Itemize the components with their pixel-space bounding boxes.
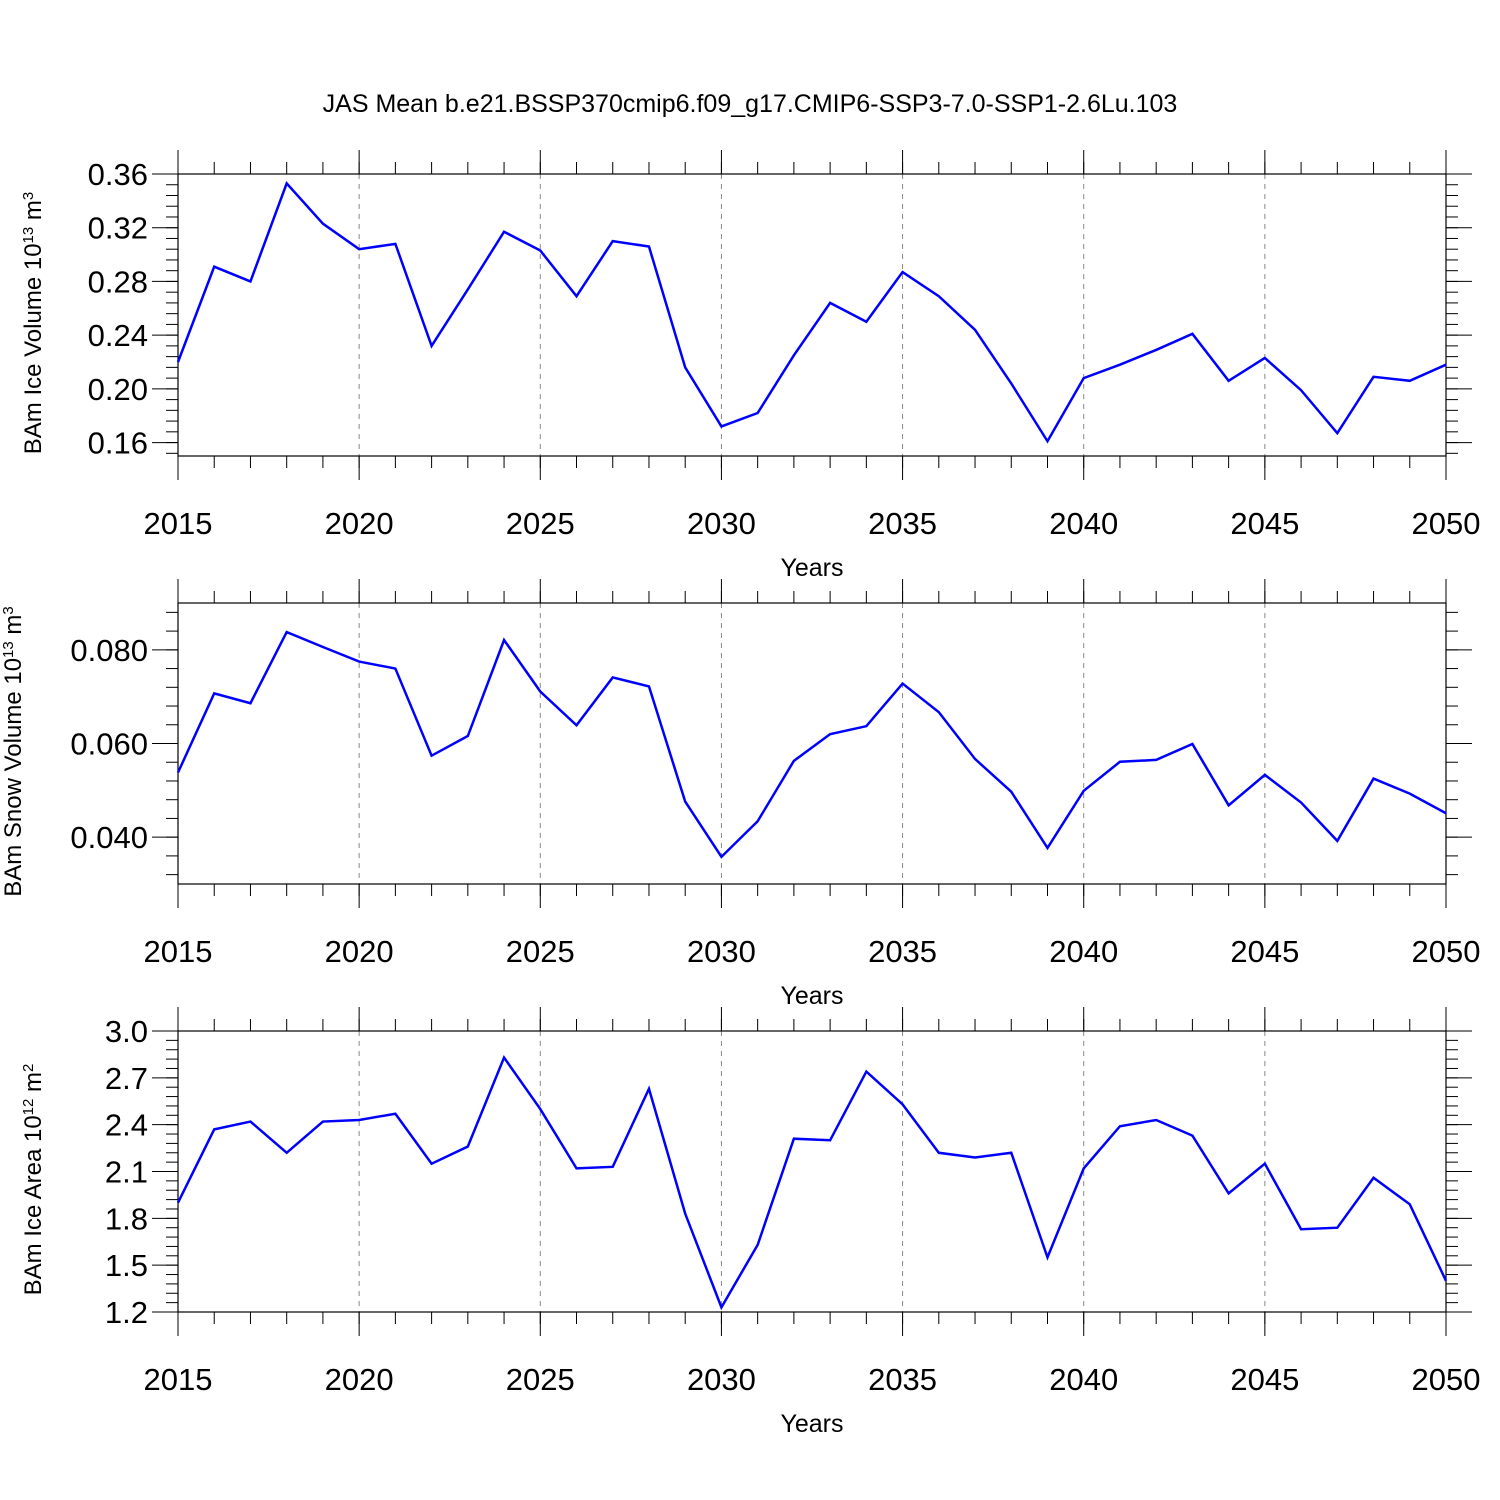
y-axis-label-part: 12 xyxy=(20,1099,37,1116)
y-tick-label: 1.5 xyxy=(105,1248,148,1283)
y-axis-label-part: 3 xyxy=(20,192,37,200)
y-axis-label-part: m xyxy=(20,200,47,227)
x-tick-label: 2015 xyxy=(144,1362,213,1397)
y-tick-label: 0.080 xyxy=(70,633,148,668)
y-tick-label: 0.20 xyxy=(88,372,148,407)
x-tick-label: 2050 xyxy=(1412,934,1481,969)
x-tick-label: 2025 xyxy=(506,934,575,969)
y-tick-label: 1.8 xyxy=(105,1201,148,1236)
x-tick-label: 2025 xyxy=(506,506,575,541)
y-axis-label-part: BAm Ice Volume 10 xyxy=(20,243,47,454)
x-tick-label: 2040 xyxy=(1049,934,1118,969)
x-tick-label: 2050 xyxy=(1412,506,1481,541)
y-axis-label: BAm Snow Volume 1013 m3 xyxy=(0,606,27,897)
x-tick-label: 2045 xyxy=(1230,506,1299,541)
y-tick-label: 0.36 xyxy=(88,157,148,192)
y-axis-label-part: 13 xyxy=(20,227,37,244)
y-axis-label-part: m xyxy=(0,615,27,642)
x-tick-label: 2025 xyxy=(506,1362,575,1397)
data-line xyxy=(176,1054,1448,1311)
x-tick-label: 2015 xyxy=(144,934,213,969)
x-tick-label: 2020 xyxy=(325,506,394,541)
y-tick-label: 2.7 xyxy=(105,1061,148,1096)
y-tick-label: 0.32 xyxy=(88,211,148,246)
data-line xyxy=(176,630,1447,859)
y-tick-label: 0.28 xyxy=(88,264,148,299)
y-axis-label: BAm Ice Volume 1013 m3 xyxy=(20,192,48,454)
x-axis-label: Years xyxy=(780,554,843,582)
x-tick-label: 2040 xyxy=(1049,506,1118,541)
y-axis-label-part: BAm Ice Area 10 xyxy=(20,1115,47,1295)
y-tick-label: 3.0 xyxy=(105,1014,148,1049)
plot-frame xyxy=(177,602,1447,885)
x-tick-label: 2045 xyxy=(1230,1362,1299,1397)
x-axis-label: Years xyxy=(780,1410,843,1438)
x-tick-label: 2040 xyxy=(1049,1362,1118,1397)
x-tick-label: 2035 xyxy=(868,1362,937,1397)
y-tick-label: 1.2 xyxy=(105,1295,148,1330)
x-axis-label: Years xyxy=(780,982,843,1010)
y-axis-label: BAm Ice Area 1012 m2 xyxy=(20,1064,48,1296)
y-tick-label: 0.060 xyxy=(70,727,148,762)
data-line xyxy=(176,181,1447,444)
y-axis-label-part: 3 xyxy=(0,606,17,614)
y-axis-label-part: m xyxy=(20,1072,47,1099)
y-tick-label: 0.24 xyxy=(88,318,148,353)
plot-frame xyxy=(177,173,1447,457)
plot-frame xyxy=(177,1030,1447,1313)
y-tick-label: 0.16 xyxy=(88,426,148,461)
y-tick-label: 2.1 xyxy=(105,1155,148,1190)
x-tick-label: 2030 xyxy=(687,934,756,969)
y-axis-label-part: 2 xyxy=(20,1064,37,1072)
x-tick-label: 2035 xyxy=(868,506,937,541)
x-tick-label: 2045 xyxy=(1230,934,1299,969)
x-tick-label: 2030 xyxy=(687,1362,756,1397)
y-axis-label-part: BAm Snow Volume 10 xyxy=(0,658,27,897)
y-axis-label-part: 13 xyxy=(0,641,17,658)
x-tick-label: 2030 xyxy=(687,506,756,541)
y-tick-label: 2.4 xyxy=(105,1108,148,1143)
x-tick-label: 2020 xyxy=(325,934,394,969)
x-tick-label: 2050 xyxy=(1412,1362,1481,1397)
figure-title: JAS Mean b.e21.BSSP370cmip6.f09_g17.CMIP… xyxy=(323,90,1178,118)
x-tick-label: 2015 xyxy=(144,506,213,541)
x-tick-label: 2035 xyxy=(868,934,937,969)
x-tick-label: 2020 xyxy=(325,1362,394,1397)
y-tick-label: 0.040 xyxy=(70,820,148,855)
